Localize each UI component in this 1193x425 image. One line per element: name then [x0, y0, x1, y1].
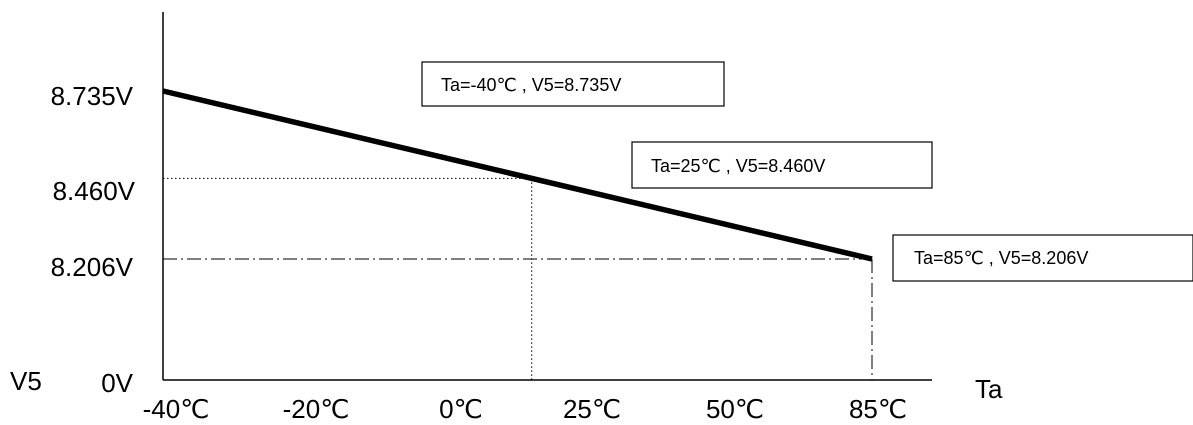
annotation-25c: Ta=25℃ , V5=8.460V [631, 141, 933, 189]
x-tick-label: -20℃ [283, 394, 350, 424]
y-tick-label: 8.735V [51, 81, 134, 111]
annotation-85c: Ta=85℃ , V5=8.206V [892, 234, 1193, 282]
x-tick-label: 50℃ [706, 394, 764, 424]
y-tick-label: 8.460V [53, 176, 136, 206]
x-tick-label: 0℃ [439, 394, 483, 424]
x-tick-label: 25℃ [563, 394, 621, 424]
x-axis-title: Ta [975, 374, 1003, 404]
y-tick-label: 0V [101, 368, 133, 398]
x-tick-label: 85℃ [849, 394, 907, 424]
annotation-text: Ta=-40℃ , V5=8.735V [441, 75, 621, 95]
y-axis-title: V5 [10, 366, 42, 396]
annotation-40c: Ta=-40℃ , V5=8.735V [421, 61, 725, 107]
series-line-v5 [162, 88, 873, 262]
y-tick-label: 8.206V [51, 252, 134, 282]
annotation-text: Ta=85℃ , V5=8.206V [914, 248, 1088, 268]
x-tick-label: -40℃ [143, 394, 210, 424]
annotation-text: Ta=25℃ , V5=8.460V [651, 156, 825, 176]
